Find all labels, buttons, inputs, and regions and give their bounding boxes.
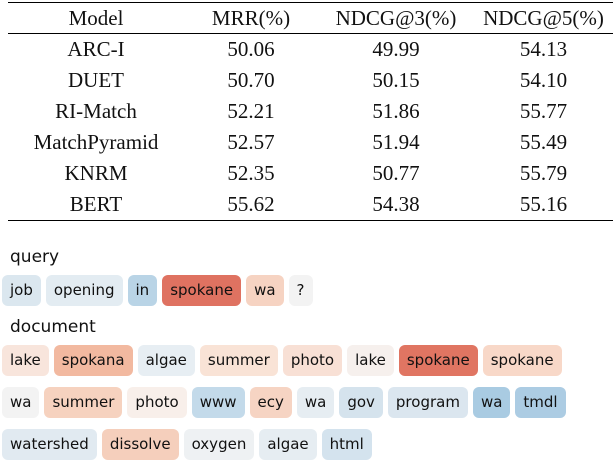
model-name: KNRM <box>64 161 128 185</box>
query-label: query <box>10 247 60 267</box>
token-chip: lake <box>2 345 49 376</box>
header-ndcg3: NDCG@3(%) <box>335 6 457 30</box>
ndcg5-value: 54.13 <box>519 37 568 61</box>
mrr-value: 55.62 <box>227 192 275 216</box>
token-chip: watershed <box>2 429 97 460</box>
model-name: MatchPyramid <box>33 130 159 154</box>
document-label: document <box>10 317 96 337</box>
ndcg5-value: 54.10 <box>519 68 568 92</box>
token-chip: oxygen <box>183 429 255 460</box>
model-name: ARC-I <box>67 37 125 61</box>
token-chip: lake <box>347 345 394 376</box>
token-chip: summer <box>44 387 123 418</box>
token-chip: wa <box>472 387 511 418</box>
header-mrr: MRR(%) <box>211 6 291 30</box>
mrr-value: 52.21 <box>227 99 275 123</box>
token-chip: wa <box>2 387 40 418</box>
results-table: Model MRR(%) NDCG@3(%) NDCG@5(%) ARC-I 5… <box>8 2 613 221</box>
ndcg5-value: 55.49 <box>519 130 568 154</box>
mrr-value: 52.57 <box>227 130 275 154</box>
document-token-row: wa summer photo www ecy wa gov program wa tmdl <box>2 387 566 418</box>
token-chip: opening <box>45 275 123 306</box>
token-chip: algae <box>137 345 195 376</box>
token-chip: spokane <box>482 345 562 376</box>
token-chip: program <box>387 387 468 418</box>
token-chip: algae <box>259 429 317 460</box>
ndcg3-value: 50.77 <box>372 161 420 185</box>
token-chip: photo <box>127 387 187 418</box>
table-row: BERT 55.62 54.38 55.16 <box>8 189 613 221</box>
query-token-row: job opening in spokane wa? <box>2 275 313 306</box>
token-chip: in <box>127 275 158 306</box>
mrr-value: 52.35 <box>227 161 275 185</box>
ndcg5-value: 55.77 <box>519 99 568 123</box>
header-model: Model <box>68 6 124 30</box>
token-chip: spokana <box>53 345 133 376</box>
token-chip: wa <box>246 275 284 306</box>
token-chip: gov <box>339 387 383 418</box>
token-chip: spokane <box>162 275 242 306</box>
token-chip: dissolve <box>101 429 179 460</box>
model-name: DUET <box>68 68 124 92</box>
table-row: DUET 50.70 50.15 54.10 <box>8 65 613 96</box>
mrr-value: 50.06 <box>227 37 275 61</box>
token-chip: www <box>191 387 245 418</box>
token-chip: tmdl <box>515 387 566 418</box>
token-chip: summer <box>199 345 278 376</box>
model-name: RI-Match <box>55 99 137 123</box>
document-token-row: watershed dissolve oxygen algae html <box>2 429 372 460</box>
table-row: MatchPyramid 52.57 51.94 55.49 <box>8 127 613 158</box>
token-chip: job <box>2 275 41 306</box>
ndcg3-value: 51.86 <box>372 99 420 123</box>
ndcg5-value: 55.79 <box>519 161 568 185</box>
token-chip: html <box>321 429 372 460</box>
token-chip: photo <box>282 345 343 376</box>
token-chip: wa <box>296 387 335 418</box>
ndcg3-value: 49.99 <box>372 37 420 61</box>
table-row: RI-Match 52.21 51.86 55.77 <box>8 96 613 127</box>
ndcg5-value: 55.16 <box>519 192 568 216</box>
ndcg3-value: 50.15 <box>372 68 420 92</box>
mrr-value: 50.70 <box>227 68 275 92</box>
model-name: BERT <box>69 192 123 216</box>
token-chip: ecy <box>249 387 292 418</box>
token-chip: spokane <box>398 345 478 376</box>
table-row: ARC-I 50.06 49.99 54.13 <box>8 34 613 66</box>
table-row: KNRM 52.35 50.77 55.79 <box>8 158 613 189</box>
table-header-row: Model MRR(%) NDCG@3(%) NDCG@5(%) <box>8 2 613 34</box>
header-ndcg5: NDCG@5(%) <box>483 6 604 30</box>
document-token-row: lake spokana algae summer photo lake spokane sp… <box>2 345 562 376</box>
ndcg3-value: 51.94 <box>372 130 420 154</box>
ndcg3-value: 54.38 <box>372 192 420 216</box>
token-chip: ? <box>288 275 313 306</box>
